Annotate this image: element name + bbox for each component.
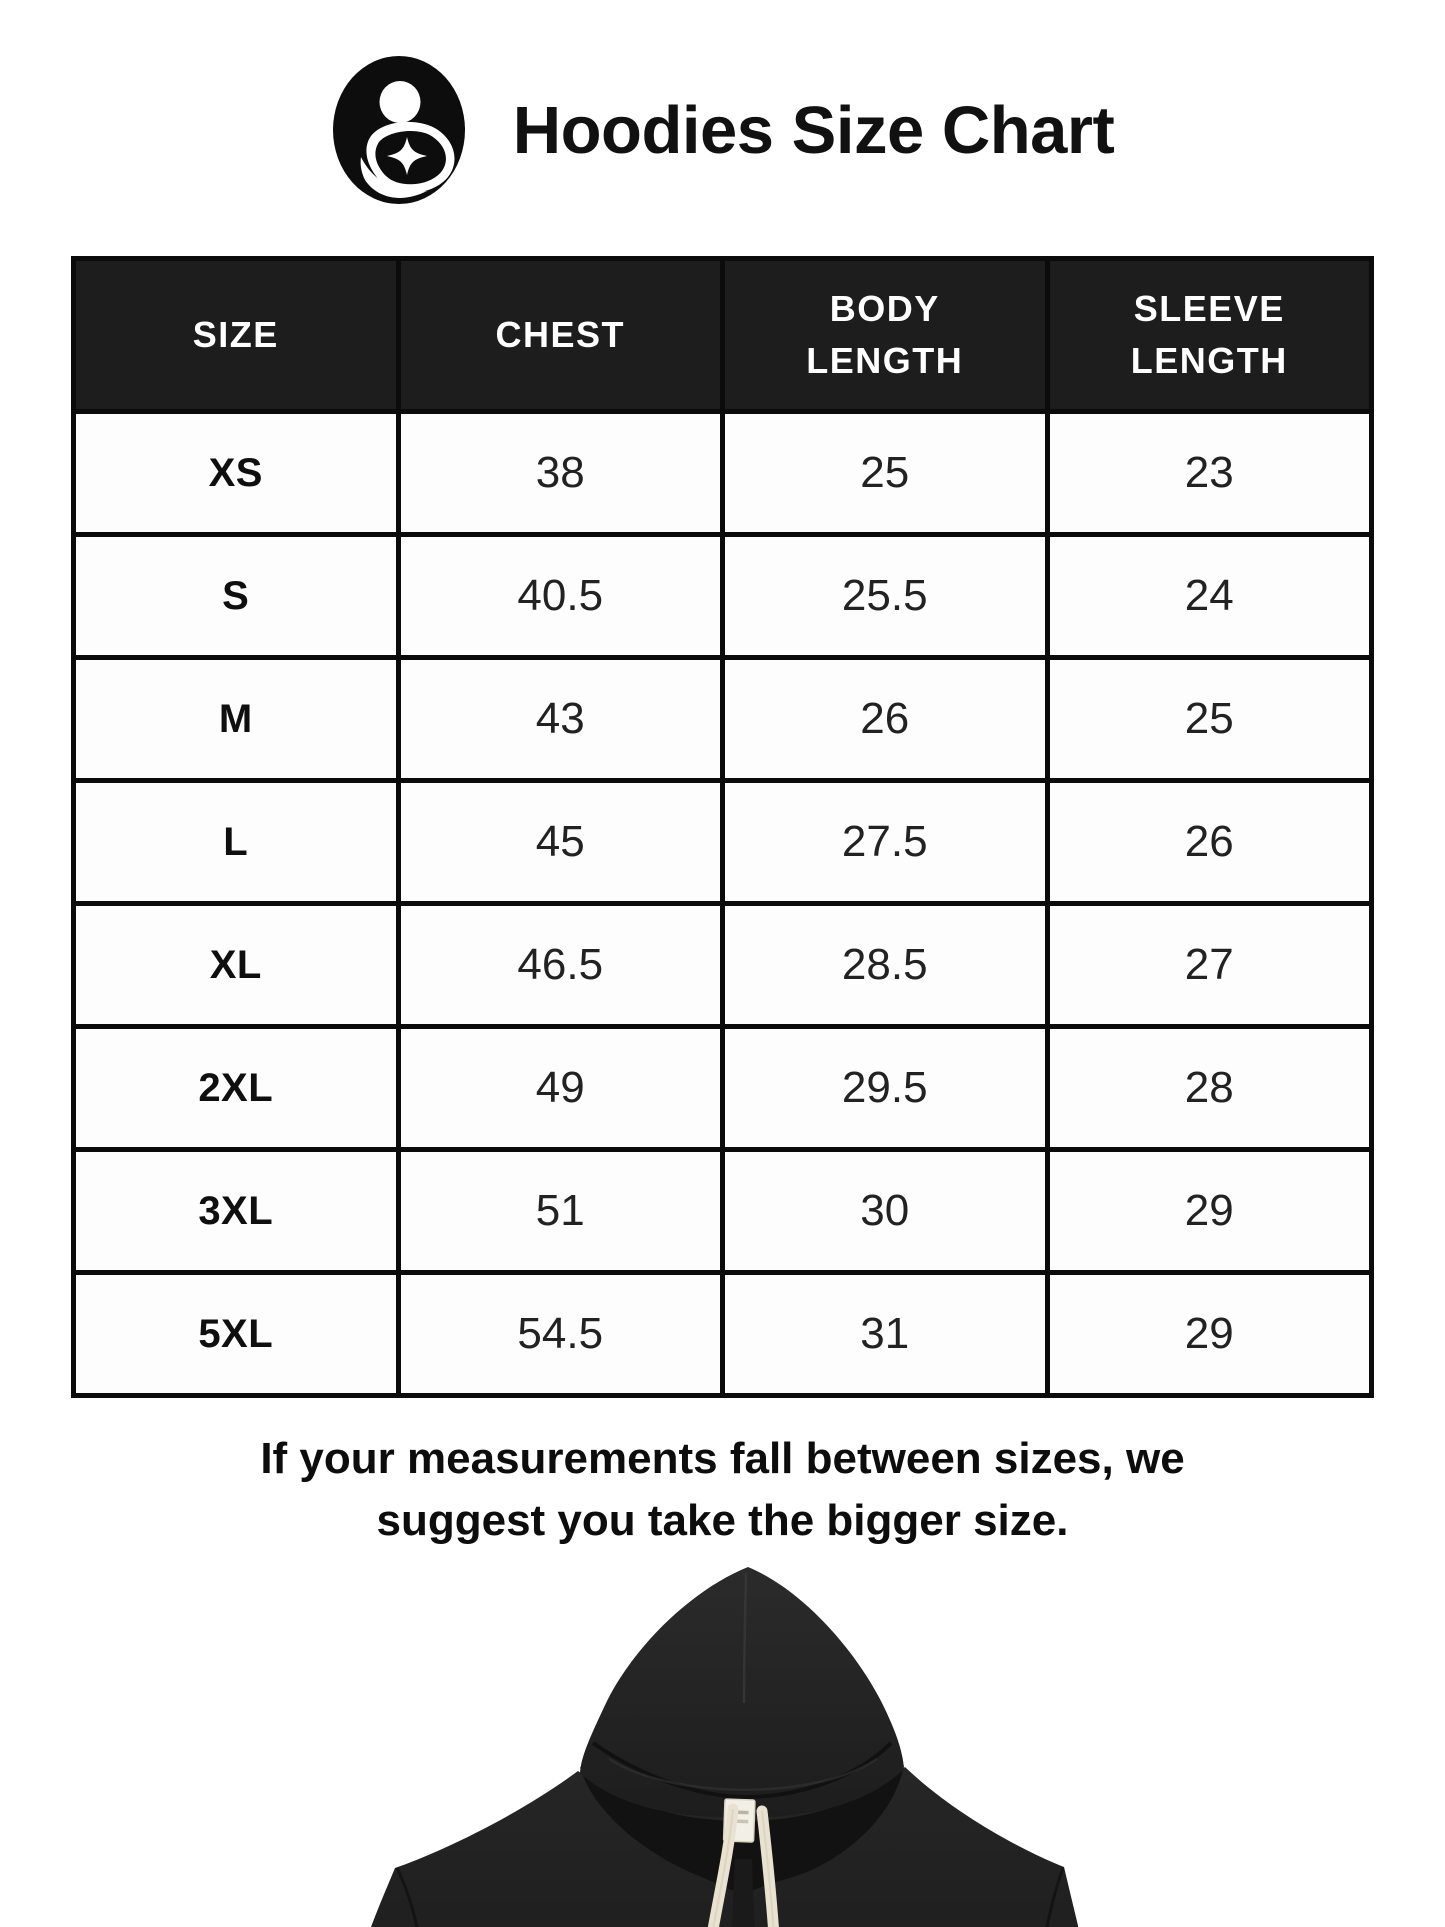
sleeve-length-cell: 23 xyxy=(1044,409,1374,537)
table-row-m: M 43 26 25 xyxy=(71,655,1374,783)
page-header: Hoodies Size Chart xyxy=(0,0,1445,206)
chest-cell: 51 xyxy=(395,1147,725,1275)
body-length-cell: 29.5 xyxy=(720,1024,1050,1152)
size-cell: 3XL xyxy=(71,1147,401,1275)
table-row-3xl: 3XL 51 30 29 xyxy=(71,1147,1374,1275)
brand-logo-icon xyxy=(332,56,465,204)
table-row-l: L 45 27.5 26 xyxy=(71,778,1374,906)
chest-cell: 54.5 xyxy=(395,1270,725,1398)
table-row-2xl: 2XL 49 29.5 28 xyxy=(71,1024,1374,1152)
hoodie-hood-shape xyxy=(579,1566,904,1818)
sizing-note: If your measurements fall between sizes,… xyxy=(0,1428,1445,1553)
chest-cell: 49 xyxy=(395,1024,725,1152)
size-cell: 5XL xyxy=(71,1270,401,1398)
column-header-size: SIZE xyxy=(71,256,401,414)
chest-cell: 40.5 xyxy=(395,532,725,660)
chest-cell: 46.5 xyxy=(395,901,725,1029)
sleeve-length-cell: 27 xyxy=(1044,901,1374,1029)
page-title: Hoodies Size Chart xyxy=(512,92,1115,168)
size-cell: XS xyxy=(71,409,401,537)
size-cell: XL xyxy=(71,901,401,1029)
size-table: SIZE CHEST BODY LENGTH SLEEVE LENGTH XS … xyxy=(71,256,1374,1398)
sleeve-length-cell: 28 xyxy=(1044,1024,1374,1152)
chest-cell: 45 xyxy=(395,778,725,906)
column-header-chest: CHEST xyxy=(395,256,725,414)
sleeve-length-cell: 24 xyxy=(1044,532,1374,660)
hoodie-photo-container xyxy=(0,1561,1445,1927)
column-header-sleeve-length: SLEEVE LENGTH xyxy=(1044,256,1374,414)
size-cell: L xyxy=(71,778,401,906)
sleeve-length-cell: 29 xyxy=(1044,1270,1374,1398)
table-row-xl: XL 46.5 28.5 27 xyxy=(71,901,1374,1029)
column-header-body-length: BODY LENGTH xyxy=(720,256,1050,414)
body-length-cell: 26 xyxy=(720,655,1050,783)
size-cell: 2XL xyxy=(71,1024,401,1152)
chest-cell: 38 xyxy=(395,409,725,537)
body-length-cell: 30 xyxy=(720,1147,1050,1275)
body-length-cell: 28.5 xyxy=(720,901,1050,1029)
chest-cell: 43 xyxy=(395,655,725,783)
body-length-cell: 25.5 xyxy=(720,532,1050,660)
hoodie-photo xyxy=(370,1566,1078,1927)
body-length-cell: 25 xyxy=(720,409,1050,537)
hoodie-placket xyxy=(731,1858,755,1927)
header-row: SIZE CHEST BODY LENGTH SLEEVE LENGTH xyxy=(71,256,1374,414)
body-length-cell: 31 xyxy=(720,1270,1050,1398)
table-row-xs: XS 38 25 23 xyxy=(71,409,1374,537)
sleeve-length-cell: 29 xyxy=(1044,1147,1374,1275)
sleeve-length-cell: 26 xyxy=(1044,778,1374,906)
sizing-note-line2: suggest you take the bigger size. xyxy=(376,1496,1069,1546)
sizing-note-line1: If your measurements fall between sizes,… xyxy=(260,1434,1185,1483)
table-row-5xl: 5XL 54.5 31 29 xyxy=(71,1270,1374,1398)
size-table-head: SIZE CHEST BODY LENGTH SLEEVE LENGTH xyxy=(71,256,1374,414)
table-row-s: S 40.5 25.5 24 xyxy=(71,532,1374,660)
size-cell: M xyxy=(71,655,401,783)
sleeve-length-cell: 25 xyxy=(1044,655,1374,783)
size-cell: S xyxy=(71,532,401,660)
size-table-body: XS 38 25 23 S 40.5 25.5 24 M 43 26 25 L … xyxy=(71,409,1374,1398)
body-length-cell: 27.5 xyxy=(720,778,1050,906)
